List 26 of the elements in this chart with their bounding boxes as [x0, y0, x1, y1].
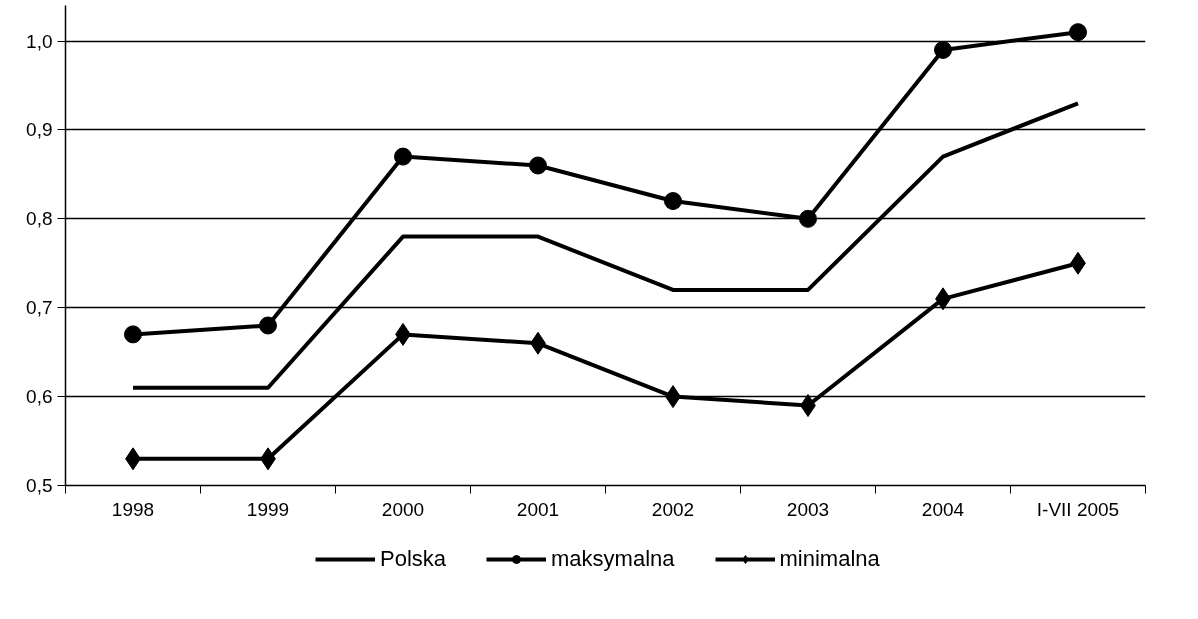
x-tick-label: 2004: [921, 498, 965, 520]
y-tick-label: 0,8: [26, 208, 53, 230]
y-tick-label: 0,7: [26, 297, 53, 319]
x-tick-label: I-VII 2005: [1036, 498, 1120, 520]
x-tick-label: 2000: [381, 498, 425, 520]
line-series: [131, 101, 1080, 390]
x-tick-label: 2003: [786, 498, 830, 520]
x-tick-label: 1998: [111, 498, 155, 520]
x-tick-label: 2002: [651, 498, 695, 520]
point: [529, 156, 547, 175]
y-tick-label: 1,0: [26, 30, 53, 52]
x-tick-label: 1999: [246, 498, 290, 520]
x-tick-label: 2001: [516, 498, 560, 520]
y-tick-label: 0,5: [26, 475, 53, 496]
point: [799, 209, 817, 228]
point: [259, 316, 277, 335]
point: [934, 40, 952, 59]
y-tick-label: 0,9: [26, 119, 53, 141]
point: [124, 325, 142, 344]
point: [1069, 23, 1087, 42]
point: [394, 147, 412, 166]
point: [664, 192, 682, 211]
y-tick-label: 0,6: [26, 386, 53, 408]
legend-label: maksymalna: [551, 546, 675, 572]
legend-label: minimalna: [779, 546, 880, 572]
legend-label: Polska: [380, 546, 447, 572]
